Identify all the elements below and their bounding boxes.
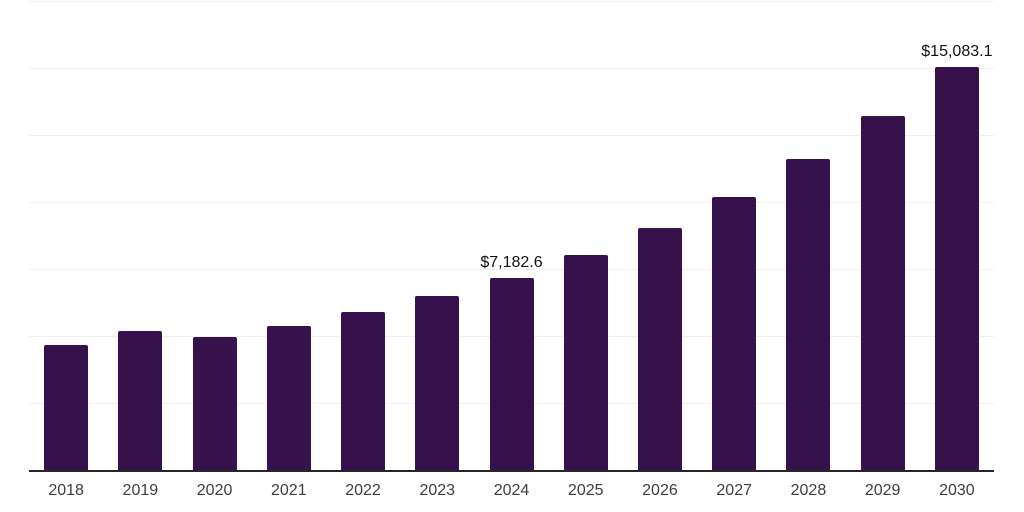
x-tick-2028: 2028 [790,482,827,499]
x-tick-2020: 2020 [196,482,233,499]
bar-2025[interactable] [563,255,608,471]
x-tick-2024: 2024 [493,482,530,499]
gridline [29,1,994,2]
bar-2027[interactable] [712,197,757,471]
bar-2020[interactable] [192,336,237,471]
x-axis-line [29,469,994,472]
bar-2028[interactable] [786,159,831,471]
gridline [29,201,994,203]
bar-2022[interactable] [341,312,386,471]
gridline [29,134,994,136]
bar-2030[interactable] [934,66,979,471]
bar-2029[interactable] [860,116,905,471]
bar-value-label-2030: $15,083.1 [921,42,993,60]
x-tick-2018: 2018 [48,482,84,499]
gridline [29,67,994,69]
gridline [29,268,994,270]
x-tick-2022: 2022 [345,482,381,499]
plot-area: $7,182.6 $15,083.1 [29,1,994,471]
bar-2021[interactable] [266,325,311,471]
x-tick-2030: 2030 [939,482,975,499]
x-tick-2027: 2027 [716,482,752,499]
x-tick-2029: 2029 [864,482,901,499]
bar-2026[interactable] [637,228,682,471]
x-tick-2023: 2023 [419,482,456,499]
x-tick-2019: 2019 [122,482,159,499]
x-tick-2021: 2021 [271,482,307,499]
bar-2019[interactable] [118,330,163,471]
bar-value-label-2024: $7,182.6 [480,254,543,272]
bar-2018[interactable] [44,345,89,471]
x-tick-2025: 2025 [567,482,604,499]
x-tick-2026: 2026 [642,482,678,499]
bar-2023[interactable] [415,295,460,471]
bar-2024[interactable] [489,278,534,471]
